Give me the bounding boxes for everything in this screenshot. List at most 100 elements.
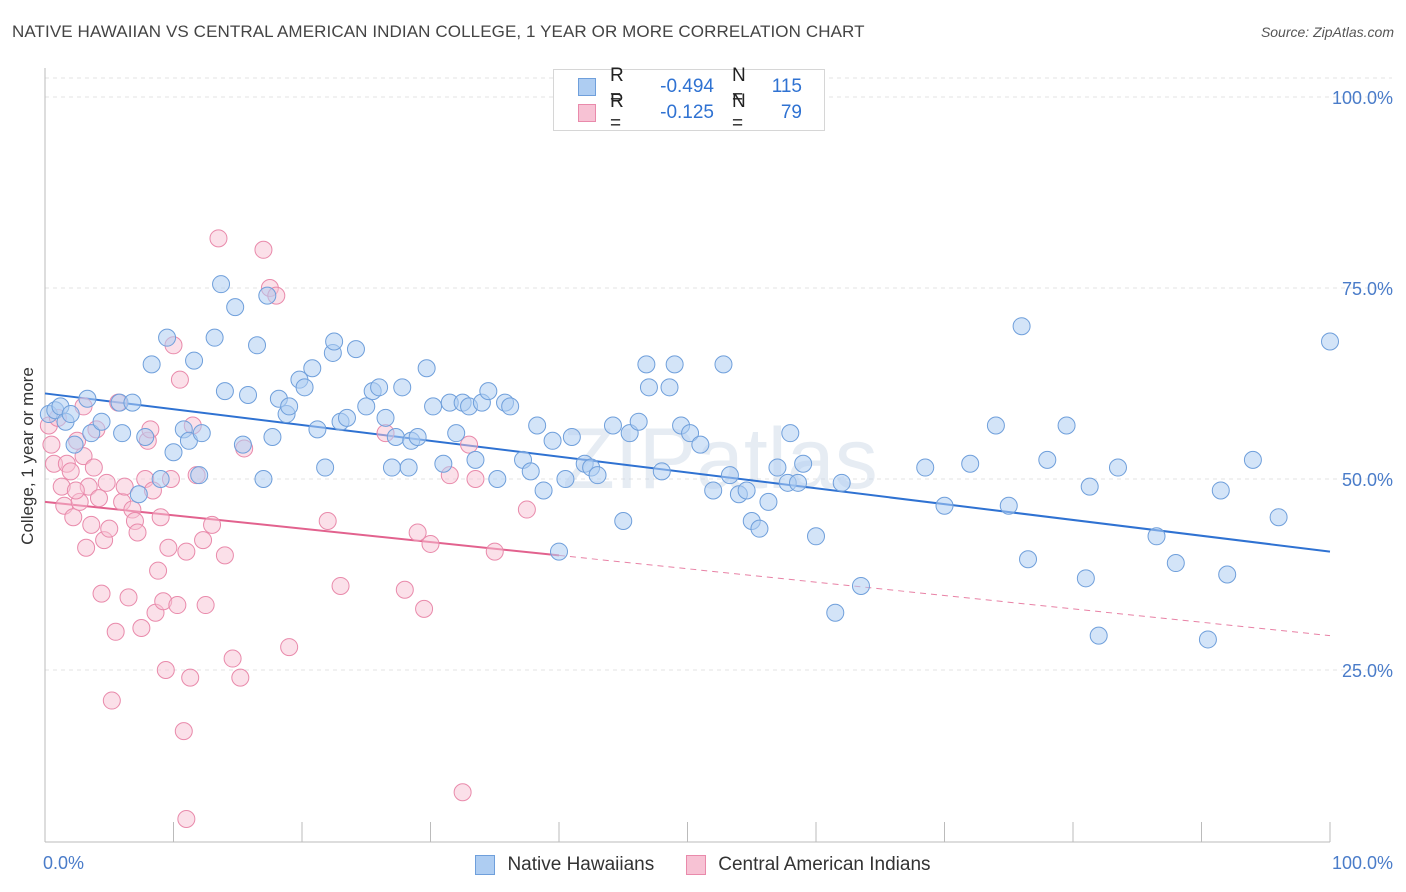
data-point-central-american-indian xyxy=(181,668,200,687)
data-point-native-hawaiian xyxy=(346,340,365,359)
data-point-native-hawaiian xyxy=(720,466,739,485)
data-point-central-american-indian xyxy=(128,523,147,542)
data-point-central-american-indian xyxy=(254,240,273,259)
data-point-central-american-indian xyxy=(102,691,121,710)
data-point-central-american-indian xyxy=(194,531,213,550)
data-point-native-hawaiian xyxy=(935,496,954,515)
data-point-native-hawaiian xyxy=(1269,508,1288,527)
data-point-native-hawaiian xyxy=(807,527,825,546)
data-point-central-american-indian xyxy=(517,500,536,519)
data-point-central-american-indian xyxy=(395,580,414,599)
data-point-native-hawaiian xyxy=(562,427,581,446)
data-point-native-hawaiian xyxy=(303,359,322,378)
data-point-central-american-indian xyxy=(209,229,228,248)
data-point-native-hawaiian xyxy=(603,416,622,435)
legend-r-value: -0.125 xyxy=(660,102,714,123)
data-point-native-hawaiian xyxy=(1321,332,1339,351)
data-point-central-american-indian xyxy=(415,599,434,618)
data-point-central-american-indian xyxy=(115,477,134,496)
data-point-native-hawaiian xyxy=(1019,550,1038,569)
data-point-native-hawaiian xyxy=(961,454,980,473)
data-point-central-american-indian xyxy=(215,546,234,565)
data-point-central-american-indian xyxy=(174,722,193,741)
data-point-native-hawaiian xyxy=(92,412,111,431)
data-point-central-american-indian xyxy=(151,508,170,527)
trend-line-native-hawaiians xyxy=(44,392,1331,553)
data-point-central-american-indian xyxy=(177,542,196,561)
data-point-native-hawaiian xyxy=(501,397,520,416)
data-point-native-hawaiian xyxy=(1089,626,1108,645)
legend-label-native-hawaiians: Native Hawaiians xyxy=(507,854,655,875)
data-point-native-hawaiian xyxy=(479,382,498,401)
legend-item-central-american-indians: Central American Indians xyxy=(686,854,931,876)
data-point-central-american-indian xyxy=(159,538,178,557)
data-point-native-hawaiian xyxy=(534,481,553,500)
legend-r-label: R = xyxy=(610,91,624,134)
data-point-native-hawaiian xyxy=(528,416,547,435)
legend-swatch-blue xyxy=(475,855,496,875)
data-point-native-hawaiian xyxy=(393,378,412,397)
data-point-native-hawaiian xyxy=(357,397,376,416)
legend-r-value: -0.494 xyxy=(660,76,714,97)
legend-n-value: 79 xyxy=(780,102,802,123)
series-central-american-indians xyxy=(39,229,536,828)
data-point-native-hawaiian xyxy=(337,408,356,427)
data-point-central-american-indian xyxy=(66,481,85,500)
data-point-native-hawaiian xyxy=(316,458,335,477)
data-point-native-hawaiian xyxy=(434,454,453,473)
data-point-native-hawaiian xyxy=(986,416,1005,435)
y-tick-label: 50.0% xyxy=(1342,470,1393,490)
data-point-central-american-indian xyxy=(106,622,125,641)
data-point-central-american-indian xyxy=(421,534,440,553)
data-point-native-hawaiian xyxy=(158,328,177,347)
data-point-native-hawaiian xyxy=(1108,458,1127,477)
data-point-native-hawaiian xyxy=(704,481,723,500)
legend-swatch-blue xyxy=(578,78,596,96)
data-point-native-hawaiian xyxy=(1218,565,1237,584)
data-point-native-hawaiian xyxy=(826,603,845,622)
data-point-native-hawaiian xyxy=(215,382,234,401)
data-point-native-hawaiian xyxy=(750,519,769,538)
data-point-native-hawaiian xyxy=(652,462,671,481)
legend-row-native-hawaiians: R = -0.494 N = 115 xyxy=(578,65,802,108)
data-point-native-hawaiian xyxy=(714,355,733,374)
data-point-native-hawaiian xyxy=(399,458,418,477)
trend-line-extension-central-american-indians xyxy=(558,554,1331,637)
data-point-native-hawaiian xyxy=(1012,317,1031,336)
legend-swatch-pink xyxy=(578,104,596,122)
legend-item-native-hawaiians: Native Hawaiians xyxy=(475,854,654,876)
data-point-native-hawaiian xyxy=(737,481,756,500)
data-point-native-hawaiian xyxy=(781,424,800,443)
data-point-native-hawaiian xyxy=(370,378,389,397)
grid-lines xyxy=(45,77,1392,671)
data-point-native-hawaiian xyxy=(637,355,656,374)
data-point-central-american-indian xyxy=(460,435,479,454)
data-point-native-hawaiian xyxy=(1211,481,1230,500)
data-point-native-hawaiian xyxy=(588,466,607,485)
data-point-native-hawaiian xyxy=(61,405,80,424)
data-point-central-american-indian xyxy=(408,523,427,542)
data-point-native-hawaiian xyxy=(550,542,568,561)
data-point-native-hawaiian xyxy=(1198,630,1217,649)
data-point-native-hawaiian xyxy=(151,470,170,488)
data-point-native-hawaiian xyxy=(65,435,84,454)
y-axis-label: College, 1 year or more xyxy=(18,367,37,545)
data-point-native-hawaiian xyxy=(916,458,935,477)
data-point-native-hawaiian xyxy=(681,424,700,443)
data-point-native-hawaiian xyxy=(999,496,1018,515)
data-point-native-hawaiian xyxy=(1038,450,1057,469)
data-point-native-hawaiian xyxy=(417,359,436,378)
data-point-native-hawaiian xyxy=(308,420,327,439)
data-point-central-american-indian xyxy=(453,783,472,802)
data-point-native-hawaiian xyxy=(258,286,277,305)
data-point-central-american-indian xyxy=(61,462,80,481)
data-point-native-hawaiian xyxy=(629,412,648,431)
data-point-native-hawaiian xyxy=(851,576,870,595)
data-point-central-american-indian xyxy=(89,489,108,508)
data-point-central-american-indian xyxy=(100,519,119,538)
data-point-native-hawaiian xyxy=(1057,416,1076,435)
data-point-native-hawaiian xyxy=(1147,527,1166,546)
legend-r-label: R = xyxy=(610,65,624,108)
legend-swatch-pink xyxy=(686,855,707,875)
data-point-native-hawaiian xyxy=(205,328,224,347)
